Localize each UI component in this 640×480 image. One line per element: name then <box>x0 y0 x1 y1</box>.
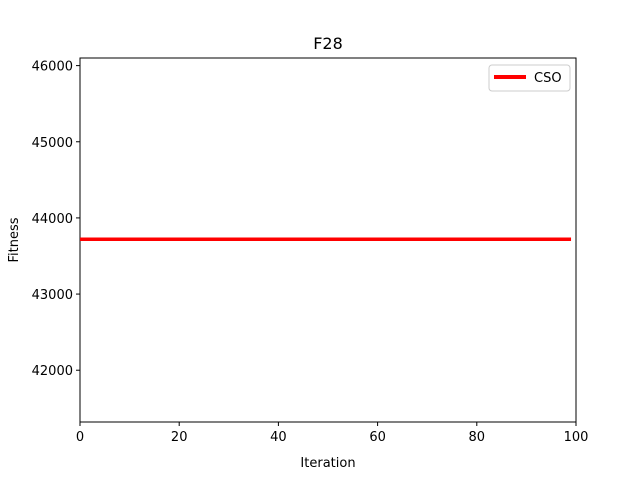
legend-box <box>488 64 571 92</box>
x-axis: 0 20 40 60 80 100 <box>76 422 589 445</box>
y-tick-label: 43000 <box>32 288 73 303</box>
x-tick-label: 60 <box>369 430 386 445</box>
y-axis: 42000 43000 44000 45000 46000 <box>32 60 80 379</box>
x-axis-label: Iteration <box>300 456 355 471</box>
x-tick-label: 20 <box>171 430 188 445</box>
plot-area <box>79 57 577 423</box>
y-tick-label: 46000 <box>32 60 73 75</box>
y-tick-label: 45000 <box>32 136 73 151</box>
y-tick-label: 42000 <box>32 364 73 379</box>
chart-title: F28 <box>313 34 343 53</box>
x-tick-label: 100 <box>564 430 589 445</box>
x-tick-label: 80 <box>469 430 486 445</box>
x-tick-label: 0 <box>76 430 84 445</box>
x-tick-label: 40 <box>270 430 287 445</box>
y-axis-label: Fitness <box>7 217 22 262</box>
y-tick-label: 44000 <box>32 212 73 227</box>
legend-label: CSO <box>534 71 562 86</box>
legend: CSO <box>488 64 571 92</box>
